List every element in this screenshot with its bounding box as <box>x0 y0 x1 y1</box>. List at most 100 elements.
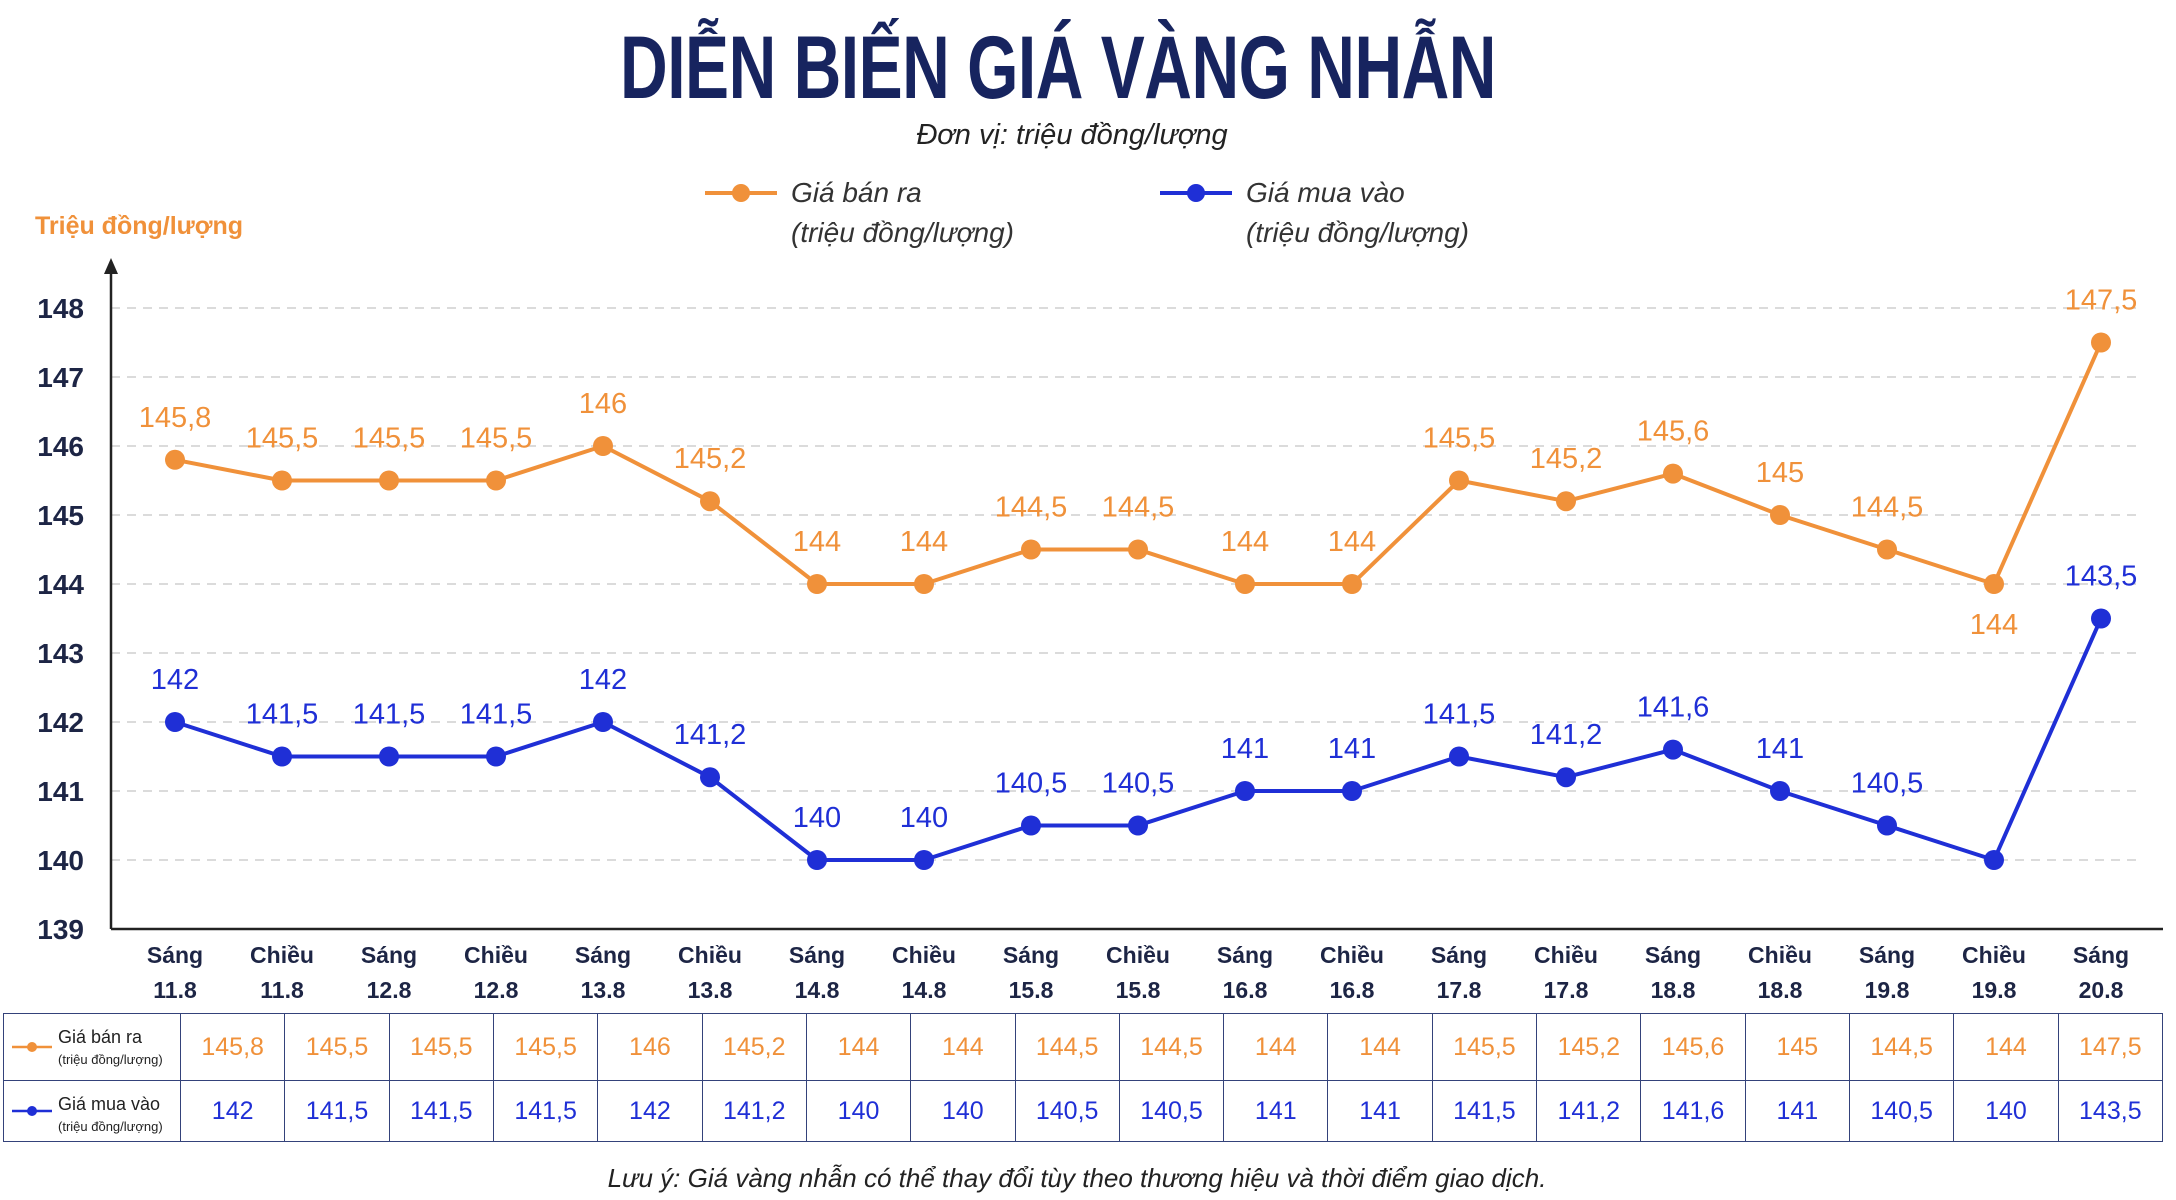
table-row-header-sell: Giá bán ra (triệu đồng/lượng) <box>3 1013 181 1081</box>
y-tick-label: 139 <box>37 914 84 945</box>
table-cell: 141,5 <box>388 1080 494 1142</box>
legend-swatch-buy <box>1160 184 1232 202</box>
table-cell: 140 <box>1953 1080 2059 1142</box>
data-point <box>272 746 292 767</box>
x-tick-label-date: 11.8 <box>260 977 304 1003</box>
data-point <box>1984 850 2004 870</box>
data-point <box>914 574 934 594</box>
table-cell: 141,2 <box>701 1080 807 1142</box>
data-label: 144 <box>1221 526 1269 558</box>
y-tick-label: 147 <box>37 362 84 393</box>
data-point <box>1128 539 1148 560</box>
x-tick-label-period: Sáng <box>575 942 631 968</box>
x-tick-label-date: 14.8 <box>795 977 840 1003</box>
y-tick-label: 142 <box>37 707 84 738</box>
legend-label-buy: Giá mua vào <box>1246 177 1405 208</box>
x-tick-label-date: 17.8 <box>1437 977 1482 1003</box>
data-label: 146 <box>579 388 627 420</box>
table-swatch-buy <box>12 1106 52 1116</box>
table-cell: 141 <box>1223 1080 1329 1142</box>
table-row-buy: Giá mua vào (triệu đồng/lượng) 142 141,5 1… <box>3 1080 2164 1142</box>
table-cell: 144 <box>910 1013 1016 1081</box>
data-point <box>1877 539 1897 560</box>
table-cell: 143,5 <box>2057 1080 2164 1142</box>
y-axis-label: Triệu đồng/lượng <box>35 212 244 240</box>
x-tick-label-period: Chiều <box>464 942 528 968</box>
y-tick-label: 141 <box>37 776 84 807</box>
data-point <box>700 491 720 512</box>
data-point <box>2091 608 2111 629</box>
data-point <box>1984 574 2004 594</box>
data-point <box>486 746 506 767</box>
x-tick-label-period: Sáng <box>147 942 203 968</box>
table-cell: 145,2 <box>1536 1013 1642 1081</box>
y-axis-arrow <box>104 258 118 274</box>
legend-item-buy: Giá mua vào (triệu đồng/lượng) <box>1160 171 1580 255</box>
data-point <box>700 767 720 788</box>
table-cell: 145,6 <box>1640 1013 1746 1081</box>
table-cell: 141,5 <box>492 1080 599 1142</box>
data-label: 144 <box>793 526 841 558</box>
table-cell: 144,5 <box>1014 1013 1120 1081</box>
table-cell: 145,2 <box>701 1013 807 1081</box>
table-row-unit-buy: (triệu đồng/lượng) <box>58 1119 163 1134</box>
data-point <box>1235 574 1255 594</box>
data-label: 145,6 <box>1637 416 1710 448</box>
legend-swatch-sell <box>705 184 777 202</box>
table-cell: 141 <box>1327 1080 1433 1142</box>
x-tick-label-date: 20.8 <box>2079 977 2124 1003</box>
footnote: Lưu ý: Giá vàng nhẫn có thể thay đổi tùy… <box>607 1163 1547 1193</box>
data-point <box>1342 781 1362 801</box>
y-tick-label: 144 <box>37 569 84 600</box>
x-tick-label-date: 16.8 <box>1223 977 1268 1003</box>
y-tick-label: 146 <box>37 431 84 462</box>
data-point <box>1663 463 1683 484</box>
table-cell: 144 <box>1327 1013 1433 1081</box>
table-cell: 144,5 <box>1848 1013 1955 1081</box>
table-cell: 144,5 <box>1118 1013 1225 1081</box>
data-label: 141,6 <box>1637 692 1710 724</box>
data-label: 145 <box>1756 457 1804 489</box>
data-label: 140,5 <box>1851 768 1924 800</box>
x-tick-label-period: Chiều <box>250 942 314 968</box>
data-label: 141,5 <box>1423 699 1496 731</box>
data-point <box>1770 505 1790 525</box>
table-cell: 140,5 <box>1848 1080 1955 1142</box>
x-tick-label-date: 16.8 <box>1330 977 1375 1003</box>
x-tick-label-date: 13.8 <box>581 977 626 1003</box>
table-cell: 141 <box>1744 1080 1851 1142</box>
table-swatch-sell <box>12 1042 52 1052</box>
data-label: 147,5 <box>2065 285 2138 317</box>
x-tick-label-period: Chiều <box>1534 942 1598 968</box>
data-label: 144,5 <box>995 492 1068 524</box>
data-label: 141 <box>1328 733 1376 765</box>
x-tick-label-period: Chiều <box>1962 942 2026 968</box>
table-cell: 140,5 <box>1118 1080 1225 1142</box>
chart-title: DIỄN BIẾN GIÁ VÀNG NHẪN <box>620 17 1496 117</box>
x-tick-label-date: 13.8 <box>688 977 733 1003</box>
data-label: 141,2 <box>1530 719 1603 751</box>
x-tick-label-period: Sáng <box>1431 942 1487 968</box>
data-point <box>2091 332 2111 353</box>
data-label: 140 <box>793 802 841 834</box>
table-row-header-buy: Giá mua vào (triệu đồng/lượng) <box>3 1080 181 1142</box>
x-tick-label-date: 18.8 <box>1651 977 1696 1003</box>
data-point <box>593 436 613 456</box>
x-tick-label-date: 15.8 <box>1009 977 1054 1003</box>
data-label: 141 <box>1756 733 1804 765</box>
table-cell: 140 <box>805 1080 912 1142</box>
data-point <box>1556 767 1576 788</box>
data-point <box>1663 739 1683 760</box>
table-cell: 142 <box>179 1080 286 1142</box>
table-cell: 141,5 <box>284 1080 390 1142</box>
table-row-sell: Giá bán ra (triệu đồng/lượng) 145,8 145,5… <box>3 1013 2164 1081</box>
data-point <box>272 470 292 491</box>
data-label: 145,5 <box>460 423 533 455</box>
line-chart: 139 140 141 142 143 144 145 146 147 148 Sáng 11.8 Ch… <box>37 258 2163 1003</box>
data-label: 144 <box>1328 526 1376 558</box>
x-tick-label-date: 15.8 <box>1116 977 1161 1003</box>
data-point <box>165 449 185 470</box>
data-label: 141,2 <box>674 719 747 751</box>
data-label: 145,2 <box>1530 443 1603 475</box>
x-tick-label-period: Chiều <box>892 942 956 968</box>
